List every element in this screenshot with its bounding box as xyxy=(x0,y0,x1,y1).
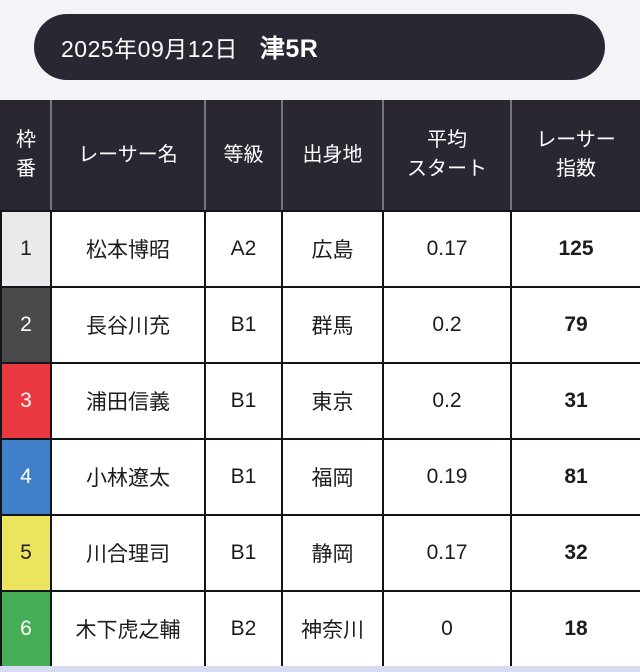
grade-cell: A2 xyxy=(204,210,283,288)
next-section-strip xyxy=(0,666,640,672)
racer-name-cell: 木下虎之輔 xyxy=(50,590,206,668)
table-row: 1 松本博昭 A2 広島 0.17 125 xyxy=(0,210,640,288)
column-header-index: レーサー 指数 xyxy=(510,100,640,212)
origin-cell: 広島 xyxy=(281,210,384,288)
racer-name-cell: 長谷川充 xyxy=(50,286,206,364)
table-row: 2 長谷川充 B1 群馬 0.2 79 xyxy=(0,286,640,364)
grade-cell: B1 xyxy=(204,514,283,592)
origin-cell: 神奈川 xyxy=(281,590,384,668)
origin-cell: 東京 xyxy=(281,362,384,440)
table-row: 5 川合理司 B1 静岡 0.17 32 xyxy=(0,514,640,592)
racer-index-cell: 31 xyxy=(510,362,640,440)
racer-index-cell: 125 xyxy=(510,210,640,288)
avg-start-cell: 0.19 xyxy=(382,438,512,516)
avg-start-cell: 0.2 xyxy=(382,286,512,364)
table-row: 6 木下虎之輔 B2 神奈川 0 18 xyxy=(0,590,640,668)
column-header-avg-start: 平均 スタート xyxy=(382,100,512,212)
origin-cell: 群馬 xyxy=(281,286,384,364)
origin-cell: 静岡 xyxy=(281,514,384,592)
racer-index-cell: 18 xyxy=(510,590,640,668)
grade-cell: B2 xyxy=(204,590,283,668)
racer-name-cell: 小林遼太 xyxy=(50,438,206,516)
race-date: 2025年09月12日 xyxy=(61,36,238,62)
grade-cell: B1 xyxy=(204,362,283,440)
avg-start-cell: 0.2 xyxy=(382,362,512,440)
origin-cell: 福岡 xyxy=(281,438,384,516)
racer-name-cell: 浦田信義 xyxy=(50,362,206,440)
grade-cell: B1 xyxy=(204,438,283,516)
frame-number-cell: 6 xyxy=(0,590,52,668)
frame-number-cell: 1 xyxy=(0,210,52,288)
column-header-grade: 等級 xyxy=(204,100,283,212)
frame-number-cell: 3 xyxy=(0,362,52,440)
column-header-origin: 出身地 xyxy=(281,100,384,212)
race-date-banner: 2025年09月12日 津5R xyxy=(34,14,605,80)
racer-index-cell: 32 xyxy=(510,514,640,592)
column-header-waku: 枠 番 xyxy=(0,100,52,212)
race-name: 津5R xyxy=(259,35,319,63)
frame-number-cell: 5 xyxy=(0,514,52,592)
grade-cell: B1 xyxy=(204,286,283,364)
table-row: 4 小林遼太 B1 福岡 0.19 81 xyxy=(0,438,640,516)
avg-start-cell: 0 xyxy=(382,590,512,668)
racers-table: 枠 番 レーサー名 等級 出身地 平均 スタート レーサー 指数 1 松本博昭 … xyxy=(0,100,640,668)
avg-start-cell: 0.17 xyxy=(382,514,512,592)
racer-index-cell: 81 xyxy=(510,438,640,516)
racer-index-cell: 79 xyxy=(510,286,640,364)
column-header-name: レーサー名 xyxy=(50,100,206,212)
table-row: 3 浦田信義 B1 東京 0.2 31 xyxy=(0,362,640,440)
frame-number-cell: 4 xyxy=(0,438,52,516)
table-header-row: 枠 番 レーサー名 等級 出身地 平均 スタート レーサー 指数 xyxy=(0,100,640,212)
racer-name-cell: 松本博昭 xyxy=(50,210,206,288)
racer-name-cell: 川合理司 xyxy=(50,514,206,592)
frame-number-cell: 2 xyxy=(0,286,52,364)
avg-start-cell: 0.17 xyxy=(382,210,512,288)
